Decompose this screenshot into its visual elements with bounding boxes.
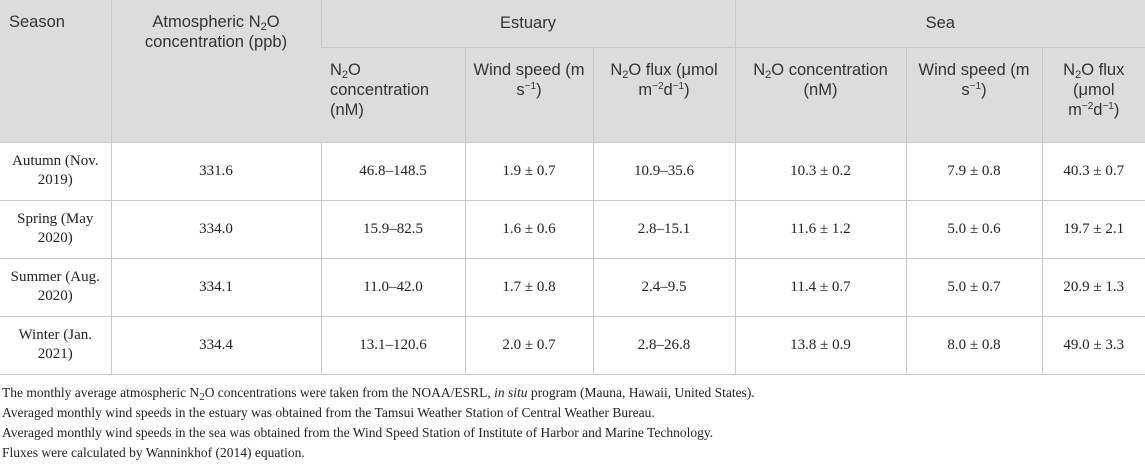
sea-wind-cell: 8.0 ± 0.8 — [905, 315, 1042, 375]
sea-flux-cell: 20.9 ± 1.3 — [1041, 257, 1145, 316]
season-cell: Summer (Aug. 2020) — [0, 257, 111, 316]
table-row: Spring (May 2020) 334.0 15.9–82.5 1.6 ± … — [0, 199, 1145, 258]
season-cell: Spring (May 2020) — [0, 199, 111, 258]
data-table: Season Atmospheric N2O concentration (pp… — [0, 0, 1145, 375]
estuary-wind-cell: 1.9 ± 0.7 — [464, 141, 593, 200]
table-row: Autumn (Nov. 2019) 331.6 46.8–148.5 1.9 … — [0, 141, 1145, 200]
estuary-flux-cell: 10.9–35.6 — [592, 141, 735, 200]
table-row: Summer (Aug. 2020) 334.1 11.0–42.0 1.7 ±… — [0, 257, 1145, 316]
header-sea-flux: N2O flux (μmol m−2d−1) — [1041, 47, 1145, 142]
sea-concentration-cell: 10.3 ± 0.2 — [734, 141, 906, 200]
estuary-concentration-cell: 13.1–120.6 — [320, 315, 465, 375]
table-header: Season Atmospheric N2O concentration (pp… — [0, 0, 1145, 142]
atmospheric-cell: 334.0 — [110, 199, 321, 258]
sea-concentration-cell: 11.6 ± 1.2 — [734, 199, 906, 258]
table-body: Autumn (Nov. 2019) 331.6 46.8–148.5 1.9 … — [0, 141, 1145, 375]
header-atmospheric-concentration: Atmospheric N2O concentration (ppb) — [110, 0, 321, 142]
estuary-wind-cell: 2.0 ± 0.7 — [464, 315, 593, 375]
estuary-wind-cell: 1.7 ± 0.8 — [464, 257, 593, 316]
estuary-flux-cell: 2.4–9.5 — [592, 257, 735, 316]
sea-concentration-cell: 11.4 ± 0.7 — [734, 257, 906, 316]
sea-wind-cell: 7.9 ± 0.8 — [905, 141, 1042, 200]
estuary-wind-cell: 1.6 ± 0.6 — [464, 199, 593, 258]
atmospheric-cell: 334.1 — [110, 257, 321, 316]
footnote-flux-method: Fluxes were calculated by Wanninkhof (20… — [2, 445, 305, 460]
header-sea-concentration: N2O concentration (nM) — [734, 47, 906, 142]
header-estuary-wind-speed: Wind speed (m s−1) — [464, 47, 593, 142]
footnote-atmospheric-source: The monthly average atmospheric N2O conc… — [2, 385, 755, 403]
season-cell: Winter (Jan. 2021) — [0, 315, 111, 375]
header-estuary: Estuary — [320, 0, 735, 48]
estuary-flux-cell: 2.8–15.1 — [592, 199, 735, 258]
footnote-estuary-wind-source: Averaged monthly wind speeds in the estu… — [2, 405, 655, 420]
header-estuary-concentration: N2O concentration (nM) — [321, 47, 465, 142]
estuary-concentration-cell: 46.8–148.5 — [320, 141, 465, 200]
header-estuary-flux: N2O flux (μmol m−2d−1) — [592, 47, 735, 142]
sea-concentration-cell: 13.8 ± 0.9 — [734, 315, 906, 375]
atmospheric-cell: 334.4 — [110, 315, 321, 375]
header-sea: Sea — [734, 0, 1145, 48]
atmospheric-cell: 331.6 — [110, 141, 321, 200]
table-row: Winter (Jan. 2021) 334.4 13.1–120.6 2.0 … — [0, 315, 1145, 375]
footnote-sea-wind-source: Averaged monthly wind speeds in the sea … — [2, 425, 714, 440]
header-season: Season — [0, 0, 111, 142]
header-sea-wind-speed: Wind speed (m s−1) — [905, 47, 1042, 142]
season-cell: Autumn (Nov. 2019) — [0, 141, 111, 200]
sea-wind-cell: 5.0 ± 0.7 — [905, 257, 1042, 316]
estuary-flux-cell: 2.8–26.8 — [592, 315, 735, 375]
sea-flux-cell: 40.3 ± 0.7 — [1041, 141, 1145, 200]
sea-wind-cell: 5.0 ± 0.6 — [905, 199, 1042, 258]
table-footnotes: The monthly average atmospheric N2O conc… — [2, 383, 755, 463]
sea-flux-cell: 19.7 ± 2.1 — [1041, 199, 1145, 258]
estuary-concentration-cell: 11.0–42.0 — [320, 257, 465, 316]
sea-flux-cell: 49.0 ± 3.3 — [1041, 315, 1145, 375]
estuary-concentration-cell: 15.9–82.5 — [320, 199, 465, 258]
